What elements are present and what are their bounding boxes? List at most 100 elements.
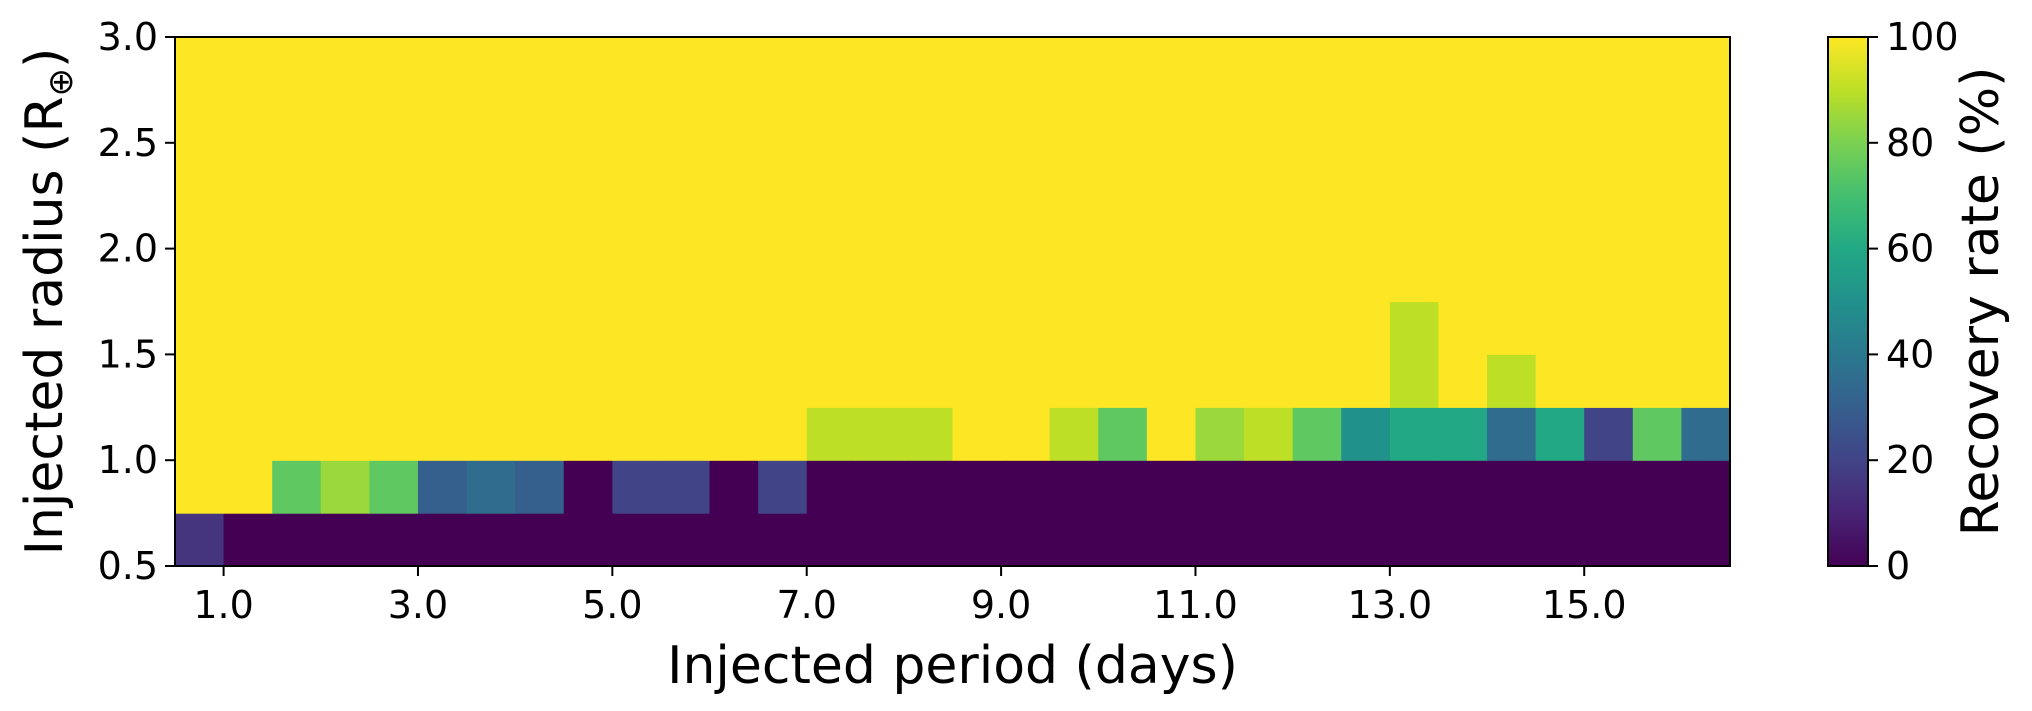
heatmap-cell	[612, 89, 662, 144]
heatmap-cell	[1244, 460, 1294, 514]
heatmap-cell	[320, 89, 370, 144]
heatmap-cell	[563, 248, 613, 303]
heatmap-cell	[855, 513, 905, 567]
heatmap-cell	[1535, 513, 1585, 567]
y-axis-label-text: Injected radius (R	[15, 96, 75, 555]
heatmap-cell	[660, 301, 711, 355]
heatmap-cell	[466, 354, 516, 408]
heatmap-cell	[1389, 37, 1440, 91]
heatmap-cell	[660, 195, 711, 250]
heatmap-cell	[855, 89, 905, 144]
x-tick-label: 11.0	[1153, 583, 1238, 627]
heatmap-cell	[1535, 248, 1585, 303]
heatmap-cell	[320, 407, 370, 461]
heatmap-cell	[758, 195, 808, 250]
heatmap-cell	[806, 89, 856, 144]
heatmap-cell	[1535, 354, 1585, 408]
heatmap-cell	[1389, 513, 1440, 567]
heatmap-cell	[1195, 301, 1245, 355]
heatmap-cell	[1681, 407, 1731, 461]
heatmap-cell	[1535, 407, 1585, 461]
heatmap-cell	[709, 460, 759, 514]
heatmap-cell	[369, 142, 419, 197]
heatmap-cell	[1146, 37, 1197, 91]
heatmap-cell	[1681, 460, 1731, 514]
heatmap-cell	[1341, 301, 1391, 355]
y-tick-label: 2.5	[98, 121, 158, 165]
heatmap-cell	[369, 513, 419, 567]
y-axis-label: Injected radius (R⊕)	[15, 48, 81, 556]
heatmap-cell	[1244, 248, 1294, 303]
heatmap-cell	[1681, 248, 1731, 303]
heatmap-cell	[1681, 354, 1731, 408]
heatmap-cell	[903, 248, 954, 303]
heatmap-cell	[223, 195, 273, 250]
heatmap-cell	[1098, 301, 1148, 355]
heatmap-cell	[1438, 407, 1488, 461]
heatmap-cell	[1681, 37, 1731, 91]
heatmap-cell	[515, 195, 565, 250]
heatmap-cell	[1487, 195, 1537, 250]
heatmap-cell	[175, 195, 225, 250]
heatmap-cell	[1195, 142, 1245, 197]
heatmap-cell	[320, 142, 370, 197]
x-tick-label: 15.0	[1542, 583, 1627, 627]
heatmap-cell	[1244, 142, 1294, 197]
heatmap-cell	[1292, 248, 1342, 303]
heatmap-cell	[1049, 301, 1099, 355]
heatmap-cell	[1146, 301, 1197, 355]
heatmap-cell	[1584, 407, 1634, 461]
heatmap-cell	[709, 301, 759, 355]
heatmap-cell	[466, 460, 516, 514]
heatmap-cell	[660, 142, 711, 197]
heatmap-cell	[1584, 37, 1634, 91]
heatmap-cell	[758, 354, 808, 408]
colorbar-ticks: 0 20 40 60 80 100	[1868, 15, 1959, 588]
heatmap-cell	[1001, 301, 1051, 355]
heatmap-cell	[952, 37, 1002, 91]
heatmap-cell	[417, 89, 468, 144]
heatmap-cell	[175, 89, 225, 144]
heatmap-cell	[1632, 407, 1683, 461]
heatmap-cell	[1487, 37, 1537, 91]
heatmap-cell	[903, 195, 954, 250]
heatmap-cell	[1049, 89, 1099, 144]
heatmap-cell	[903, 301, 954, 355]
heatmap-cell	[417, 37, 468, 91]
heatmap-cell	[1146, 407, 1197, 461]
heatmap-cell	[903, 354, 954, 408]
heatmap-cell	[1584, 248, 1634, 303]
heatmap-cell	[1584, 89, 1634, 144]
heatmap-cell	[1195, 407, 1245, 461]
heatmap-cell	[369, 195, 419, 250]
heatmap-cell	[855, 142, 905, 197]
colorbar-tick-label: 40	[1886, 332, 1934, 376]
heatmap-cell	[952, 513, 1002, 567]
heatmap-cell	[1049, 37, 1099, 91]
heatmap-cell	[952, 142, 1002, 197]
heatmap-cell	[1584, 142, 1634, 197]
heatmap-cell	[1438, 513, 1488, 567]
heatmap-cell	[466, 301, 516, 355]
heatmap-cell	[806, 195, 856, 250]
heatmap-cell	[563, 142, 613, 197]
heatmap-cell	[806, 142, 856, 197]
heatmap-cell	[709, 248, 759, 303]
heatmap-cell	[1244, 513, 1294, 567]
heatmap-cell	[1049, 142, 1099, 197]
heatmap-cell	[1049, 407, 1099, 461]
heatmap-cell	[952, 407, 1002, 461]
heatmap-cell	[612, 354, 662, 408]
heatmap-cell	[175, 407, 225, 461]
heatmap-cell	[660, 37, 711, 91]
heatmap-cell	[709, 407, 759, 461]
heatmap-cell	[1487, 301, 1537, 355]
heatmap-cell	[1244, 37, 1294, 91]
y-tick-label: 0.5	[98, 544, 158, 588]
heatmap-cell	[1389, 142, 1440, 197]
heatmap-cell	[1389, 89, 1440, 144]
heatmap-cell	[903, 37, 954, 91]
heatmap-cell	[1049, 513, 1099, 567]
heatmap-cell	[903, 460, 954, 514]
heatmap-cell	[1438, 195, 1488, 250]
